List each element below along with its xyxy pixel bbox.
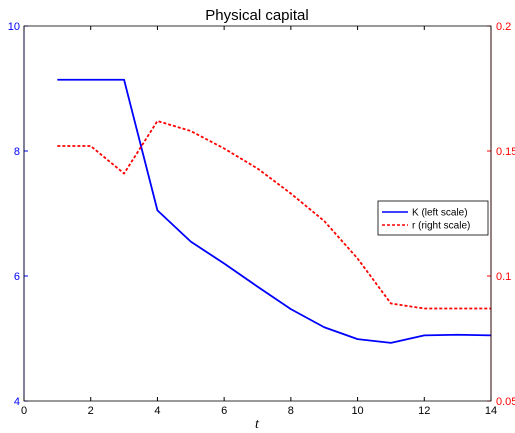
legend-label: r (right scale) (412, 221, 470, 232)
legend: K (left scale) r (right scale) (377, 200, 489, 236)
x-tick-label: 14 (485, 405, 497, 417)
left-tick-label: 10 (8, 21, 20, 33)
right-tick-label: 0.1 (496, 271, 511, 283)
left-tick-label: 6 (14, 271, 20, 283)
chart-title: Physical capital (205, 7, 308, 24)
legend-label: K (left scale) (412, 208, 468, 219)
r-series-line (57, 120, 491, 310)
x-axis: 0 2 4 6 8 10 12 14 (21, 26, 497, 417)
x-tick-label: 8 (288, 405, 294, 417)
right-tick-label: 0.15 (496, 146, 515, 158)
x-axis-label: t (255, 417, 260, 432)
x-tick-label: 6 (221, 405, 227, 417)
x-tick-label: 4 (154, 405, 160, 417)
left-tick-label: 4 (14, 396, 20, 408)
right-tick-label: 0.05 (496, 396, 515, 408)
x-tick-label: 12 (418, 405, 430, 417)
k-series-line (57, 78, 492, 344)
plot-frame (23, 25, 492, 402)
right-tick-label: 0.2 (496, 21, 511, 33)
x-tick-label: 0 (21, 405, 27, 417)
x-tick-label: 2 (88, 405, 94, 417)
x-tick-label: 10 (351, 405, 363, 417)
legend-box (377, 200, 489, 236)
left-y-axis: 4 6 8 10 (8, 21, 28, 408)
left-tick-label: 8 (14, 146, 20, 158)
series-lines (57, 78, 492, 344)
